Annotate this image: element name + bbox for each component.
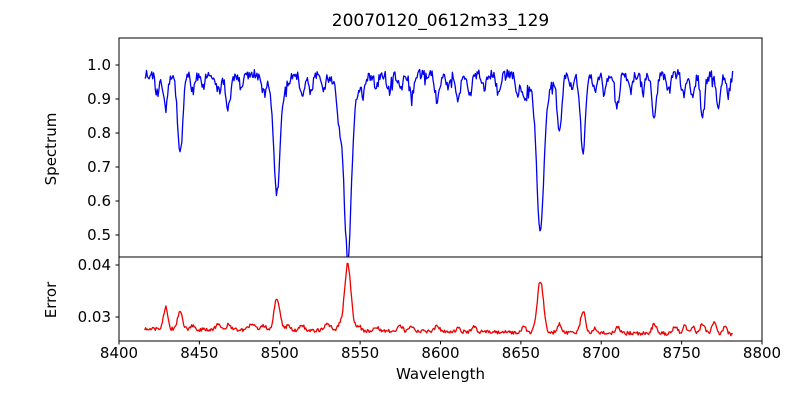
x-tick-label: 8400 — [100, 344, 138, 362]
chart-title: 20070120_0612m33_129 — [331, 11, 550, 31]
error-line — [144, 262, 734, 337]
spectrum-line — [144, 68, 734, 257]
x-tick-label: 8600 — [421, 344, 459, 362]
error-y-axis-label-text: Error — [42, 281, 60, 319]
error-y-tick-label: 0.03 — [78, 308, 111, 326]
spectrum-panel-frame — [118, 37, 763, 258]
x-tick-label: 8650 — [502, 344, 540, 362]
x-tick-label: 8800 — [743, 344, 781, 362]
x-tick-label: 8500 — [261, 344, 299, 362]
spectrum-y-tick-label: 0.9 — [87, 90, 111, 108]
spectrum-y-tick-label: 0.7 — [87, 158, 111, 176]
error-y-tick-label: 0.04 — [78, 256, 111, 274]
spectrum-y-tick-label: 0.8 — [87, 124, 111, 142]
spectrum-y-tick-label: 0.6 — [87, 192, 111, 210]
x-tick-label: 8450 — [180, 344, 218, 362]
spectrum-y-axis-label-text: Spectrum — [42, 112, 60, 186]
spectrum-y-tick-label: 0.5 — [87, 226, 111, 244]
x-tick-label: 8550 — [341, 344, 379, 362]
x-tick-label: 8750 — [663, 344, 701, 362]
spectrum-y-tick-label: 1.0 — [87, 56, 111, 74]
x-axis-label: Wavelength — [396, 365, 485, 383]
x-tick-label: 8700 — [582, 344, 620, 362]
